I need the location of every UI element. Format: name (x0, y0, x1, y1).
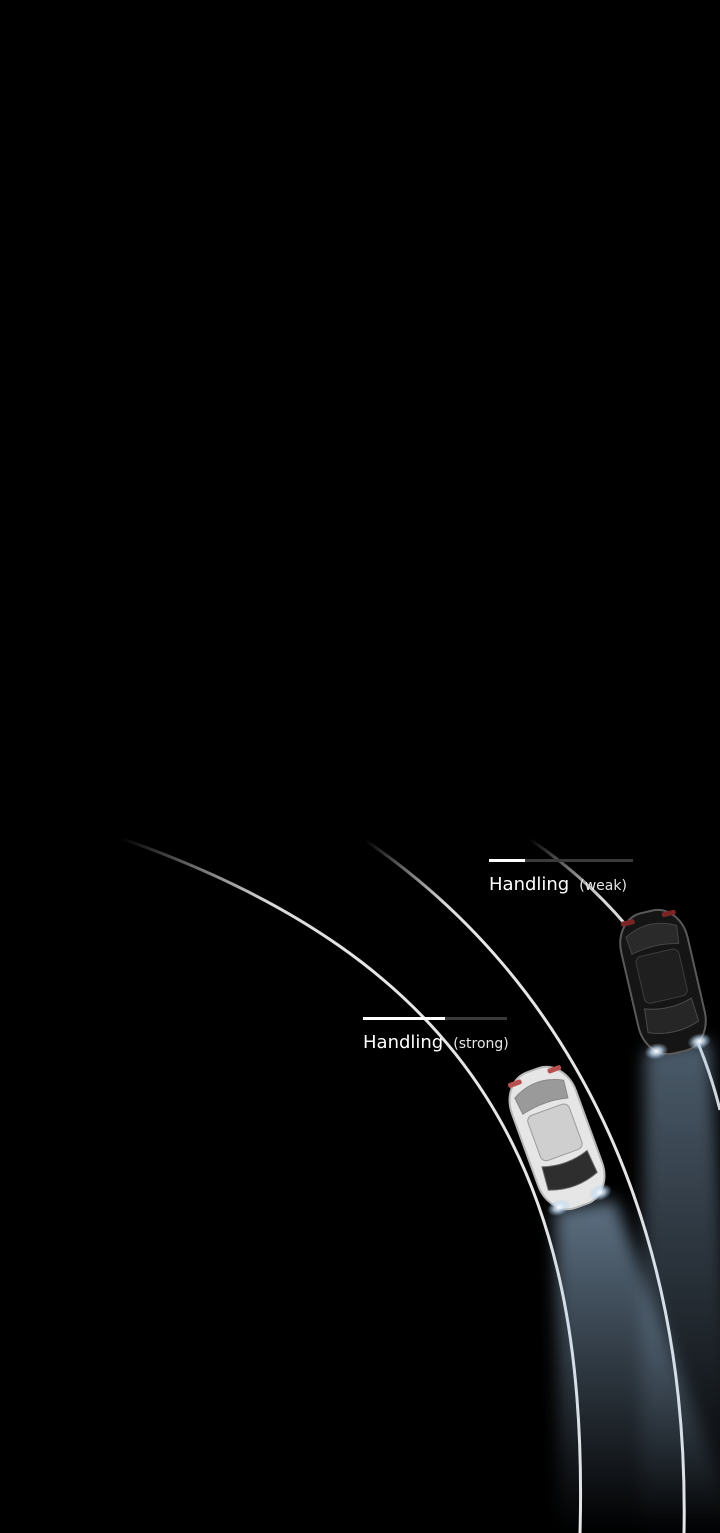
handling-meter-caption: Handling (weak) (489, 876, 633, 894)
handling-meter-fill (489, 859, 525, 862)
car-topdown-white-icon (507, 1065, 612, 1217)
car-topdown-black-icon (619, 908, 712, 1060)
road-line-outer (119, 836, 583, 1533)
handling-meter-weak: Handling (weak) (489, 859, 633, 894)
handling-label: Handling (363, 1032, 444, 1053)
handling-meter-fill (363, 1017, 446, 1020)
handling-meter-track (363, 1017, 507, 1020)
handling-qualifier: (strong) (453, 1036, 509, 1052)
handling-qualifier: (weak) (579, 878, 627, 894)
handling-label: Handling (489, 874, 570, 895)
headlight-beam-black-car (640, 1040, 720, 1533)
handling-meter-strong: Handling (strong) (363, 1017, 509, 1053)
handling-meter-caption: Handling (strong) (363, 1032, 509, 1053)
handling-meter-track (489, 859, 633, 862)
